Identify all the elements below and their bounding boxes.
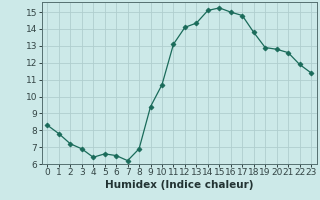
X-axis label: Humidex (Indice chaleur): Humidex (Indice chaleur) bbox=[105, 180, 253, 190]
